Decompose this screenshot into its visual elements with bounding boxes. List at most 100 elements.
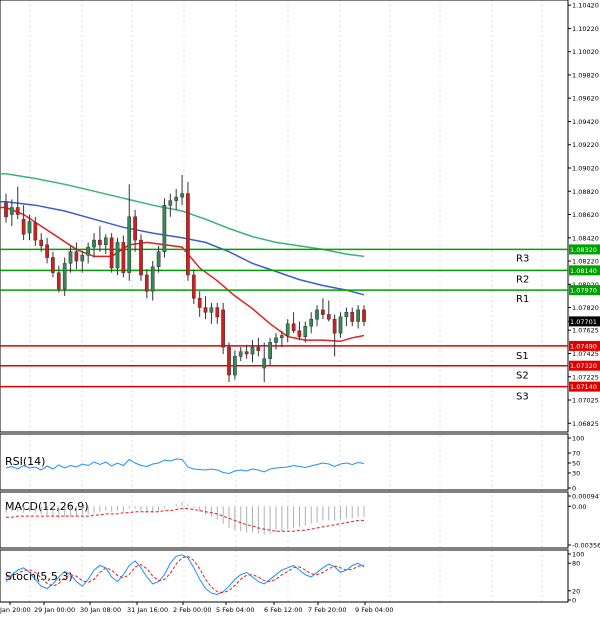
current-price-box [569, 316, 600, 327]
stoch-series [5, 554, 365, 596]
candle-body-9 [56, 272, 61, 290]
rsi-tick-label-2: 50 [572, 460, 580, 468]
candle-body-14 [86, 246, 90, 256]
moving-average-lines [0, 173, 365, 343]
candle-34 [203, 295, 208, 320]
rsi-panel-frame [0, 433, 569, 491]
candle-19 [115, 237, 120, 275]
candle-45 [268, 337, 272, 366]
candle-body-47 [279, 335, 284, 339]
candle-body-17 [103, 237, 108, 246]
stoch-label: Stoch(5,5,3) [5, 570, 73, 583]
candle-6 [39, 233, 44, 252]
level-price-label-r1: 1.07970 [570, 287, 597, 295]
rsi-tick-label-3: 30 [572, 470, 580, 478]
candle-58 [344, 307, 349, 327]
level-name-s1: S1 [516, 351, 529, 362]
candle-1 [10, 199, 14, 227]
candle-body-23 [139, 239, 143, 276]
time-tick-label-4: 2 Feb 00:00 [173, 606, 212, 614]
candle-10 [62, 257, 67, 296]
stoch-tick-label-3: 0 [572, 597, 576, 605]
candle-body-31 [186, 193, 190, 276]
candle-body-54 [321, 309, 325, 315]
candle-body-18 [109, 237, 114, 269]
candle-25 [150, 261, 155, 301]
price-tick-label-13: 1.07820 [572, 304, 599, 312]
candle-48 [285, 319, 290, 343]
level-name-s3: S3 [516, 392, 529, 403]
candle-body-44 [262, 358, 267, 369]
candle-14 [86, 242, 90, 264]
candle-body-4 [27, 221, 32, 234]
candle-body-40 [238, 351, 243, 357]
candle-22 [133, 209, 137, 252]
candle-body-42 [250, 346, 255, 355]
candle-body-52 [309, 318, 314, 327]
rsi-axis: 100 70 50 30 0 [568, 435, 584, 493]
candle-32 [191, 269, 196, 305]
price-tick-label-10: 1.08420 [572, 234, 599, 242]
candle-37 [221, 302, 225, 355]
level-name-r2: R2 [516, 274, 529, 285]
time-tick-label-6: 6 Feb 12:00 [264, 606, 303, 614]
candle-47 [279, 330, 284, 348]
level-price-label-s2: 1.07320 [570, 362, 597, 370]
level-labels: 1.08320 1.08140 1.07970 1.07490 1.07320 1.071… [569, 244, 600, 392]
candle-body-33 [197, 297, 202, 308]
candle-11 [68, 245, 73, 273]
candle-body-27 [162, 204, 167, 252]
macd-tick-label-0: 0.000947 [572, 493, 600, 501]
vertical-gridlines [29, 0, 543, 602]
candle-body-22 [133, 216, 137, 241]
price-tick-label-17: 1.07025 [572, 397, 599, 405]
candle-body-7 [45, 244, 49, 258]
stoch-tick-label-2: 20 [572, 587, 580, 595]
stoch-tick-label-0: 100 [572, 551, 584, 559]
candle-60 [356, 305, 360, 329]
candle-21 [127, 184, 132, 281]
candle-body-38 [227, 346, 231, 376]
candle-body-58 [344, 311, 349, 318]
candle-body-3 [21, 218, 26, 235]
price-tick-label-0: 1.10420 [572, 2, 599, 10]
candle-33 [197, 291, 202, 317]
price-tick-label-18: 1.06825 [572, 420, 599, 428]
level-price-box-r1 [569, 285, 600, 296]
stoch-tick-label-1: 80 [572, 560, 580, 568]
candle-body-26 [156, 251, 161, 268]
candle-body-29 [174, 196, 179, 201]
candle-body-35 [209, 307, 214, 313]
candle-body-8 [51, 257, 55, 273]
candle-54 [321, 298, 325, 320]
candle-body-36 [215, 307, 220, 318]
candle-51 [303, 321, 308, 343]
candle-44 [262, 342, 267, 382]
candle-50 [297, 321, 302, 341]
candle-body-32 [191, 274, 196, 299]
macd-signal-line [6, 508, 364, 532]
candle-body-15 [92, 239, 96, 248]
candle-body-45 [268, 342, 272, 359]
candle-body-10 [62, 263, 67, 290]
candle-55 [326, 300, 331, 322]
candle-body-34 [203, 307, 208, 313]
price-tick-label-12: 1.08020 [572, 281, 599, 289]
level-name-r1: R1 [516, 294, 529, 305]
candle-26 [156, 245, 161, 273]
rsi-tick-label-1: 70 [572, 450, 580, 458]
candle-body-25 [150, 266, 155, 292]
candle-body-53 [315, 309, 319, 320]
candle-35 [209, 302, 214, 324]
candle-body-30 [180, 193, 184, 198]
candle-42 [250, 340, 255, 363]
candle-7 [45, 237, 49, 264]
candle-59 [350, 307, 355, 327]
candle-body-0 [4, 202, 8, 218]
candle-28 [168, 193, 173, 217]
candle-15 [92, 233, 96, 258]
time-axis: Jan 20:00 29 Jan 00:00 30 Jan 08:00 31 Jan … [0, 602, 394, 614]
candle-body-48 [285, 323, 290, 336]
price-tick-label-3: 1.09820 [572, 71, 599, 79]
time-tick-label-7: 7 Feb 20:00 [308, 606, 347, 614]
